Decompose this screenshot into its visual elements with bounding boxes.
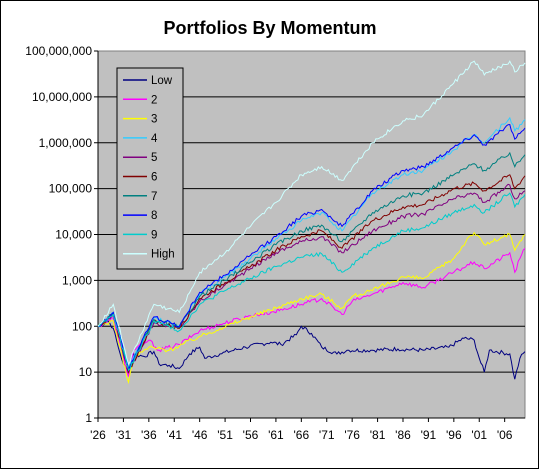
x-tick-label: '91: [421, 428, 437, 442]
legend: Low 2 3 4 5 6 7 8 9 High: [116, 67, 184, 270]
x-tick-label: '66: [294, 428, 310, 442]
y-tick-label: 1,000,000: [39, 136, 93, 150]
series-line-low: [97, 320, 526, 380]
x-tick-label: '86: [395, 428, 411, 442]
y-tick-label: 100: [72, 319, 92, 333]
x-tick-label: '01: [471, 428, 487, 442]
x-tick-label: '81: [370, 428, 386, 442]
legend-label: 5: [151, 152, 157, 164]
legend-label: 6: [151, 172, 157, 184]
legend-label: 4: [151, 133, 158, 145]
series-line-7: [97, 151, 526, 373]
legend-label: Low: [151, 75, 173, 87]
series-lines: [97, 60, 526, 385]
y-tick-label: 1: [85, 411, 92, 425]
legend-label: 8: [151, 210, 157, 222]
legend-label: 3: [151, 114, 157, 126]
y-tick-label: 10,000: [55, 228, 92, 242]
legend-label: 2: [151, 94, 157, 106]
y-tick-label: 100,000,000: [25, 44, 92, 58]
y-axis: 1 10 100 1,000 10,000 100,000 1,000,000 10,000,…: [25, 44, 99, 425]
x-tick-label: '41: [166, 428, 182, 442]
x-tick-label: '51: [217, 428, 233, 442]
y-tick-label: 1,000: [62, 273, 92, 287]
legend-label: 7: [151, 191, 157, 203]
x-tick-label: '31: [116, 428, 132, 442]
series-line-3: [97, 231, 526, 385]
legend-label: 9: [151, 229, 157, 241]
x-tick-label: '36: [141, 428, 157, 442]
x-axis: '26 '31 '36 '41 '46 '51 '56 '61 '66 '71 '76 '81 '86 '…: [90, 417, 525, 442]
series-line-8: [97, 123, 526, 370]
x-tick-label: '06: [497, 428, 513, 442]
y-tick-label: 100,000: [49, 182, 93, 196]
y-tick-label: 10: [79, 365, 93, 379]
x-tick-label: '56: [243, 428, 259, 442]
x-tick-label: '71: [319, 428, 335, 442]
series-line-6: [97, 174, 526, 374]
x-tick-label: '96: [446, 428, 462, 442]
y-tick-label: 10,000,000: [32, 90, 92, 104]
legend-box: [116, 67, 184, 270]
x-tick-label: '61: [268, 428, 284, 442]
x-tick-label: '26: [90, 428, 106, 442]
series-line-2: [97, 247, 526, 377]
legend-label: High: [151, 249, 175, 261]
x-tick-label: '76: [344, 428, 360, 442]
series-line-9: [97, 192, 526, 372]
chart-title: Portfolios By Momentum: [163, 18, 376, 38]
x-tick-label: '46: [192, 428, 208, 442]
series-line-high: [97, 60, 526, 366]
